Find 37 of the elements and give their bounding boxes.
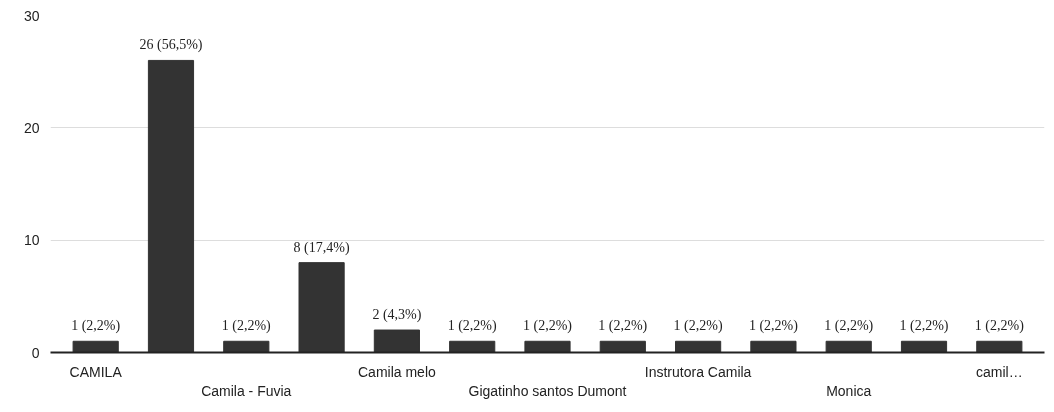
data-label: 26 (56,5%) [139,37,203,54]
data-label: 1 (2,2%) [598,318,648,335]
x-tick-label: Gigatinho santos Dumont [468,382,627,399]
y-tick-label: 20 [23,119,40,136]
bar [524,340,571,353]
data-label: 1 (2,2%) [824,318,874,335]
bar [373,329,420,353]
x-tick-label: CAMILA [69,363,123,380]
data-label: 1 (2,2%) [974,318,1025,335]
data-label: 1 (2,2%) [899,318,949,335]
data-label: 1 (2,2%) [71,318,121,335]
data-label: 1 (2,2%) [748,318,799,335]
data-label: 1 (2,2%) [673,318,723,335]
bar [825,340,872,353]
bar [599,340,646,353]
x-tick-label: Camila melo [357,363,437,380]
y-tick-label: 30 [23,7,40,24]
x-tick-label: Camila - Fuvia [201,382,292,399]
data-label: 1 (2,2%) [447,318,498,335]
data-label: 8 (17,4%) [293,239,350,256]
bar [976,340,1023,353]
bar [750,340,797,353]
bar [223,340,270,353]
x-tick-label: camil… [975,363,1023,380]
bar [298,262,345,353]
x-tick-label: Instrutora Camila [644,363,752,380]
bar [900,340,948,353]
bar [449,340,496,353]
bar [147,59,195,353]
x-tick-label: Monica [826,382,872,399]
y-tick-label: 0 [31,344,40,361]
data-label: 2 (4,3%) [372,307,422,324]
bar [675,340,722,353]
data-label: 1 (2,2%) [523,318,573,335]
y-tick-label: 10 [23,232,40,249]
bar [72,340,119,353]
data-label: 1 (2,2%) [221,318,272,335]
